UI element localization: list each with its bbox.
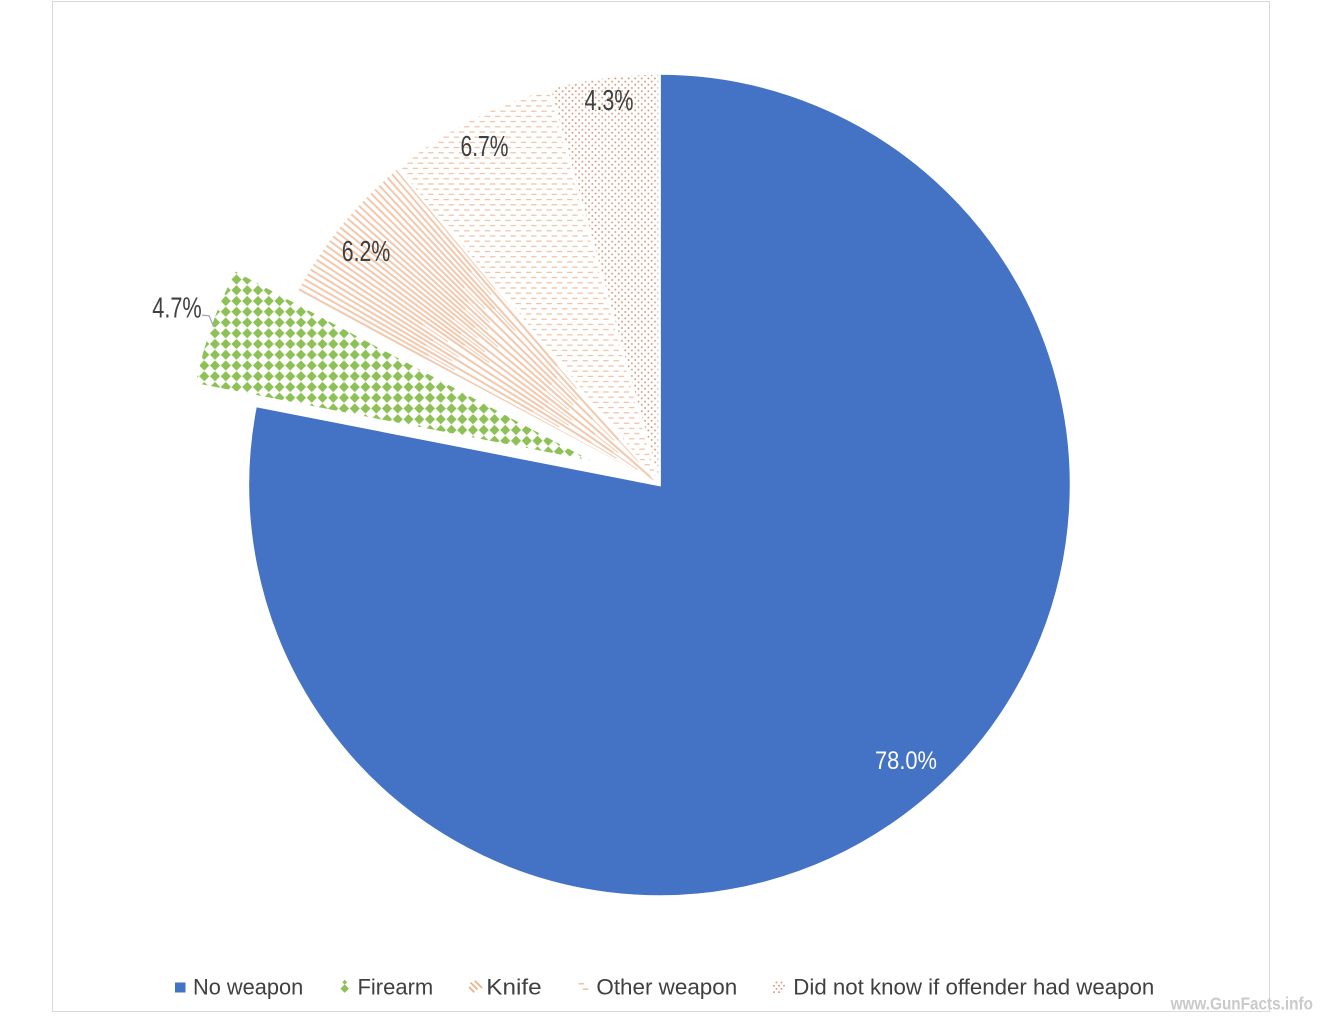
- svg-text:6.2%: 6.2%: [342, 236, 391, 268]
- svg-text:Other weapon: Other weapon: [596, 975, 737, 1000]
- svg-text:Knife: Knife: [486, 975, 541, 1000]
- svg-text:No weapon: No weapon: [193, 975, 303, 1000]
- svg-text:78.0%: 78.0%: [875, 747, 937, 775]
- svg-text:Did not know if offender had w: Did not know if offender had weapon: [793, 975, 1154, 1000]
- svg-text:www.GunFacts.info: www.GunFacts.info: [1170, 994, 1313, 1014]
- svg-text:6.7%: 6.7%: [461, 131, 509, 163]
- svg-text:4.7%: 4.7%: [152, 293, 202, 325]
- svg-text:Firearm: Firearm: [358, 975, 434, 1000]
- svg-text:4.3%: 4.3%: [585, 85, 634, 117]
